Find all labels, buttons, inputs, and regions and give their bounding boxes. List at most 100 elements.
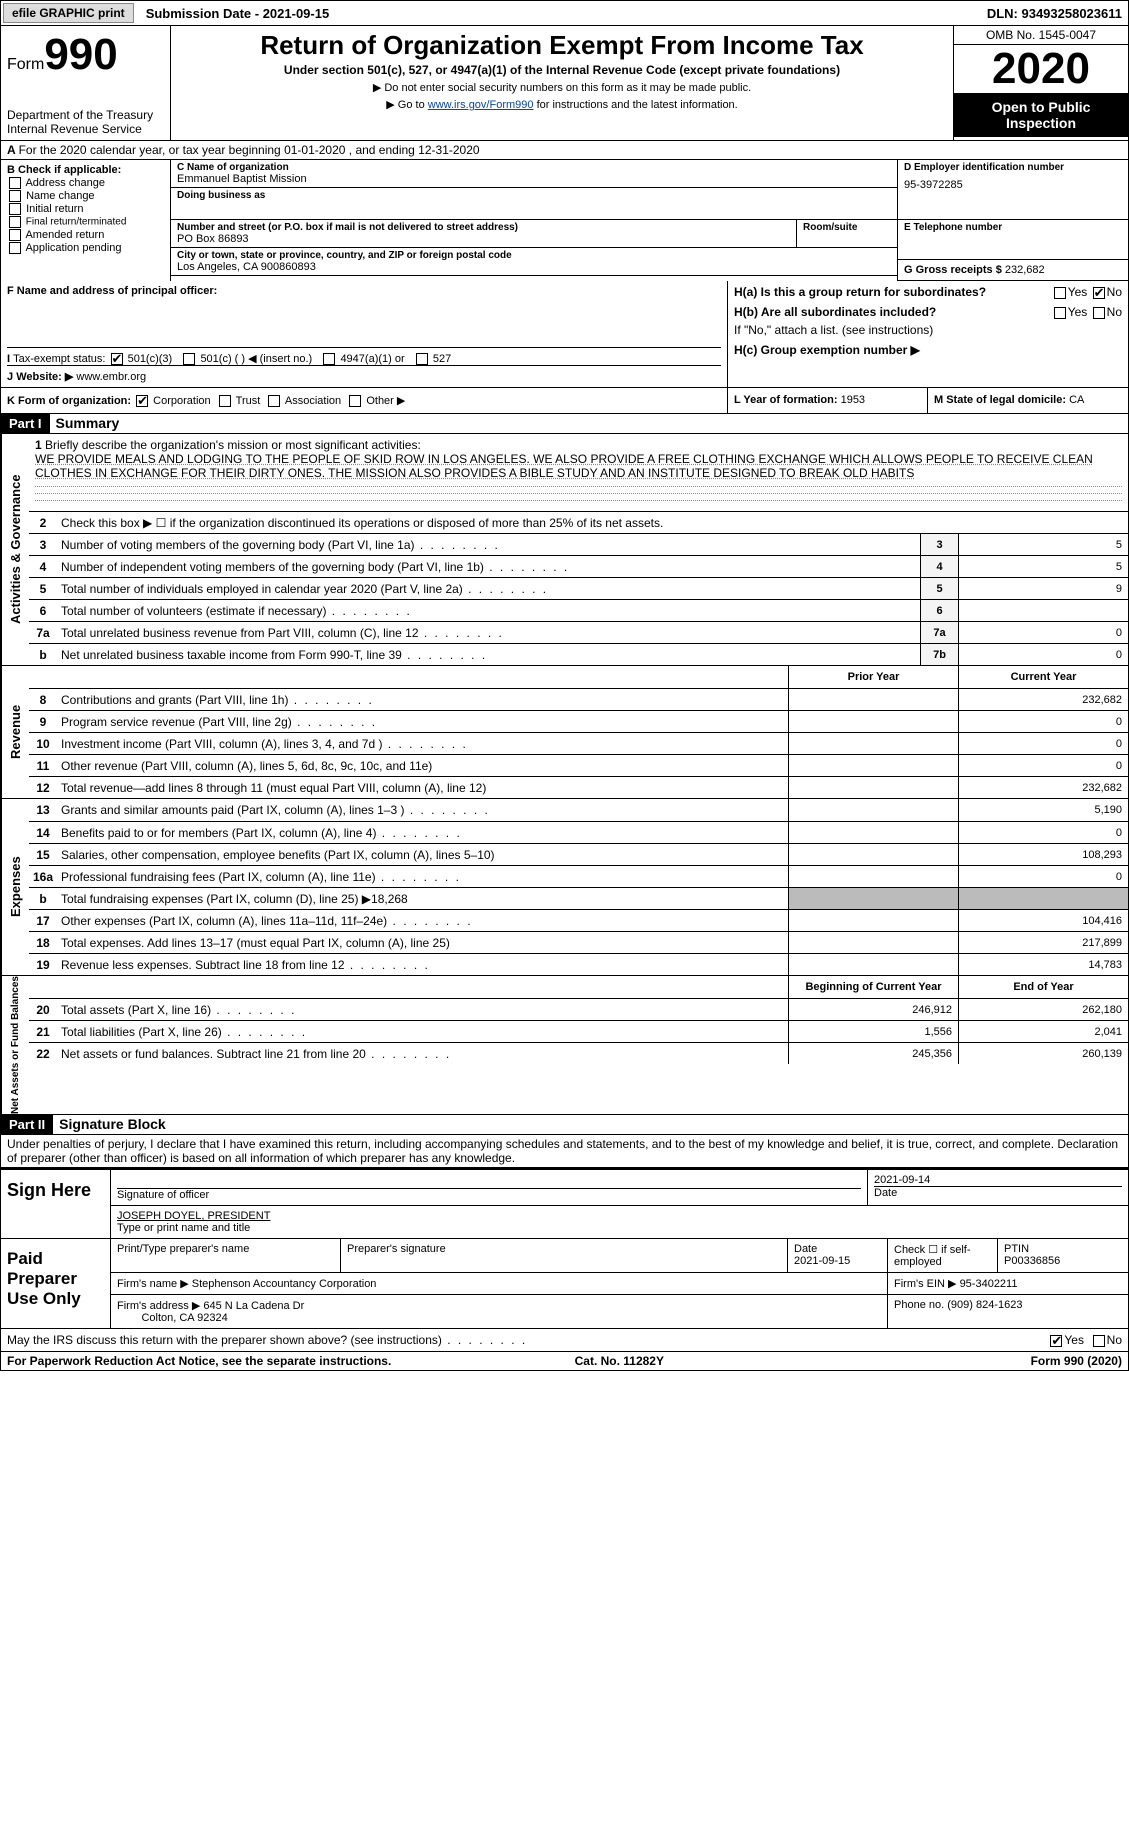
- val-20b: 246,912: [788, 999, 958, 1020]
- city-cell: City or town, state or province, country…: [171, 248, 897, 276]
- dept-irs: Internal Revenue Service: [7, 122, 164, 136]
- chk-discuss-no[interactable]: [1093, 1335, 1105, 1347]
- line-13: Grants and similar amounts paid (Part IX…: [57, 801, 788, 819]
- year-formation: L Year of formation: 1953: [728, 388, 928, 413]
- submission-date: Submission Date - 2021-09-15: [136, 4, 340, 23]
- vlabel-expenses: Expenses: [1, 799, 29, 975]
- form-header: Form990 Department of the Treasury Inter…: [0, 26, 1129, 141]
- chk-initial[interactable]: Initial return: [7, 203, 164, 215]
- chk-527[interactable]: [416, 353, 428, 365]
- chk-hb-no[interactable]: [1093, 307, 1105, 319]
- form-footer: Form 990 (2020): [1031, 1354, 1122, 1368]
- chk-corp[interactable]: [136, 395, 148, 407]
- chk-discuss-yes[interactable]: [1050, 1335, 1062, 1347]
- form-number: Form990: [7, 30, 164, 80]
- sig-date-label: Date: [874, 1186, 1122, 1199]
- line-14: Benefits paid to or for members (Part IX…: [57, 824, 788, 842]
- val-10: 0: [958, 733, 1128, 754]
- chk-trust[interactable]: [219, 395, 231, 407]
- line-16a: Professional fundraising fees (Part IX, …: [57, 868, 788, 886]
- chk-final[interactable]: Final return/terminated: [7, 216, 164, 228]
- val-11: 0: [958, 755, 1128, 776]
- prep-name-label: Print/Type preparer's name: [111, 1239, 341, 1272]
- gross-receipts: G Gross receipts $ 232,682: [898, 260, 1128, 280]
- line-11: Other revenue (Part VIII, column (A), li…: [57, 757, 788, 775]
- part-1-header: Part ISummary: [0, 414, 1129, 434]
- chk-amended[interactable]: Amended return: [7, 229, 164, 241]
- dln: DLN: 93493258023611: [981, 4, 1128, 23]
- val-12: 232,682: [958, 777, 1128, 798]
- state-domicile: M State of legal domicile: CA: [928, 388, 1128, 413]
- vlabel-netassets: Net Assets or Fund Balances: [1, 976, 29, 1114]
- part-2-header: Part IISignature Block: [0, 1115, 1129, 1135]
- line-17: Other expenses (Part IX, column (A), lin…: [57, 912, 788, 930]
- tax-exempt-row: I Tax-exempt status: 501(c)(3) 501(c) ( …: [7, 347, 721, 365]
- val-3: 5: [958, 534, 1128, 555]
- chk-application[interactable]: Application pending: [7, 242, 164, 254]
- hdr-end: End of Year: [958, 976, 1128, 998]
- val-16a: 0: [958, 866, 1128, 887]
- line-12: Total revenue—add lines 8 through 11 (mu…: [57, 779, 788, 797]
- val-7a: 0: [958, 622, 1128, 643]
- ptin-value: P00336856: [1004, 1255, 1060, 1267]
- dept-treasury: Department of the Treasury: [7, 108, 164, 122]
- val-5: 9: [958, 578, 1128, 599]
- val-18: 217,899: [958, 932, 1128, 953]
- chk-ha-no[interactable]: [1093, 287, 1105, 299]
- line-7a: Total unrelated business revenue from Pa…: [57, 624, 920, 642]
- chk-other[interactable]: [349, 395, 361, 407]
- col-b-checkboxes: B Check if applicable: Address change Na…: [1, 160, 171, 281]
- val-6: [958, 600, 1128, 621]
- h-note: If "No," attach a list. (see instruction…: [734, 323, 1122, 337]
- section-fhi: F Name and address of principal officer:…: [0, 281, 1129, 388]
- revenue-section: Revenue Prior YearCurrent Year 8Contribu…: [0, 666, 1129, 799]
- chk-ha-yes[interactable]: [1054, 287, 1066, 299]
- chk-hb-yes[interactable]: [1054, 307, 1066, 319]
- val-15: 108,293: [958, 844, 1128, 865]
- discuss-row: May the IRS discuss this return with the…: [0, 1329, 1129, 1352]
- val-14: 0: [958, 822, 1128, 843]
- line-6: Total number of volunteers (estimate if …: [57, 602, 920, 620]
- vlabel-revenue: Revenue: [1, 666, 29, 798]
- firm-phone: (909) 824-1623: [947, 1299, 1022, 1311]
- b-label: B Check if applicable:: [7, 164, 164, 176]
- page-footer: For Paperwork Reduction Act Notice, see …: [0, 1352, 1129, 1371]
- line-16b: Total fundraising expenses (Part IX, col…: [57, 890, 788, 908]
- expenses-section: Expenses 13Grants and similar amounts pa…: [0, 799, 1129, 976]
- omb-number: OMB No. 1545-0047: [954, 26, 1128, 45]
- line-5: Total number of individuals employed in …: [57, 580, 920, 598]
- firm-addr2: Colton, CA 92324: [141, 1312, 227, 1324]
- val-4: 5: [958, 556, 1128, 577]
- chk-501c[interactable]: [183, 353, 195, 365]
- val-13: 5,190: [958, 799, 1128, 821]
- chk-name[interactable]: Name change: [7, 190, 164, 202]
- h-a: H(a) Is this a group return for subordin…: [734, 285, 1122, 299]
- pra-notice: For Paperwork Reduction Act Notice, see …: [7, 1354, 391, 1368]
- paid-preparer-label: Paid Preparer Use Only: [1, 1239, 111, 1328]
- chk-address[interactable]: Address change: [7, 177, 164, 189]
- val-8: 232,682: [958, 689, 1128, 710]
- self-employed-check[interactable]: Check ☐ if self-employed: [888, 1239, 998, 1272]
- principal-officer: F Name and address of principal officer:: [7, 285, 721, 297]
- efile-button[interactable]: efile GRAPHIC print: [3, 3, 134, 23]
- chk-501c3[interactable]: [111, 353, 123, 365]
- line-7b: Net unrelated business taxable income fr…: [57, 646, 920, 664]
- val-21e: 2,041: [958, 1021, 1128, 1042]
- website-row: J Website: ▶ www.embr.org: [7, 365, 721, 383]
- chk-4947[interactable]: [323, 353, 335, 365]
- street-cell: Number and street (or P.O. box if mail i…: [171, 220, 797, 248]
- chk-assoc[interactable]: [268, 395, 280, 407]
- val-19: 14,783: [958, 954, 1128, 975]
- sig-date: 2021-09-14: [874, 1174, 1122, 1186]
- mission-text: WE PROVIDE MEALS AND LODGING TO THE PEOP…: [35, 452, 1093, 480]
- section-a: B Check if applicable: Address change Na…: [0, 160, 1129, 281]
- irs-link[interactable]: www.irs.gov/Form990: [428, 99, 534, 111]
- sign-here-label: Sign Here: [1, 1170, 111, 1238]
- topbar: efile GRAPHIC print Submission Date - 20…: [0, 0, 1129, 26]
- line-20: Total assets (Part X, line 16): [57, 1001, 788, 1019]
- hdr-prior: Prior Year: [788, 666, 958, 688]
- row-klm: K Form of organization: Corporation Trus…: [0, 388, 1129, 414]
- h-b: H(b) Are all subordinates included? Yes …: [734, 305, 1122, 319]
- line-2: Check this box ▶ ☐ if the organization d…: [57, 514, 1128, 532]
- line-3: Number of voting members of the governin…: [57, 536, 920, 554]
